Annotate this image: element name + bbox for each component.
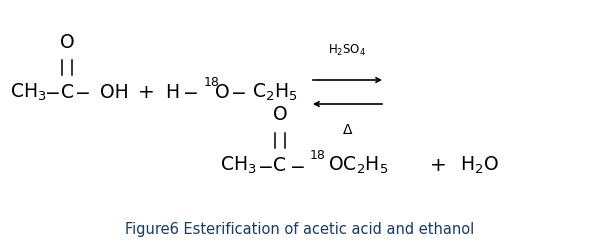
- Text: +: +: [137, 82, 154, 102]
- Text: 18: 18: [310, 148, 326, 162]
- Text: $\Delta$: $\Delta$: [342, 123, 353, 137]
- Text: C$_2$H$_5$: C$_2$H$_5$: [252, 81, 298, 103]
- Text: O: O: [272, 105, 287, 124]
- Text: CH$_3$: CH$_3$: [10, 81, 47, 103]
- Text: Figure6 Esterification of acetic acid and ethanol: Figure6 Esterification of acetic acid an…: [125, 222, 475, 237]
- Text: $-$: $-$: [182, 82, 198, 102]
- Text: O: O: [215, 82, 229, 102]
- Text: 18: 18: [204, 76, 220, 88]
- Text: $-$: $-$: [44, 82, 60, 102]
- Text: $-$: $-$: [289, 156, 305, 174]
- Text: O: O: [59, 33, 74, 52]
- Text: $-$: $-$: [257, 156, 273, 174]
- Text: C: C: [61, 82, 74, 102]
- Text: $-$: $-$: [230, 82, 246, 102]
- Text: C: C: [274, 156, 287, 174]
- Text: OH: OH: [100, 82, 129, 102]
- Text: OC$_2$H$_5$: OC$_2$H$_5$: [328, 154, 388, 176]
- Text: H$_2$SO$_4$: H$_2$SO$_4$: [328, 42, 367, 58]
- Text: CH$_3$: CH$_3$: [220, 154, 257, 176]
- Text: H: H: [165, 82, 179, 102]
- Text: +: +: [430, 156, 446, 174]
- Text: H$_2$O: H$_2$O: [460, 154, 499, 176]
- Text: $-$: $-$: [74, 82, 90, 102]
